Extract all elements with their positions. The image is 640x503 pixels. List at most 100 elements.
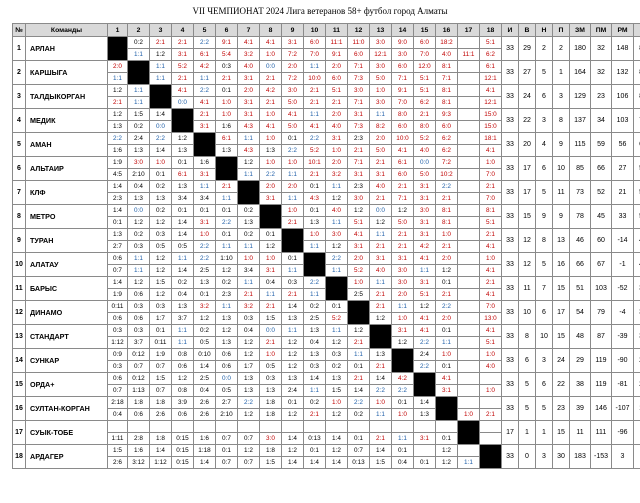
self-match-cell (171, 108, 194, 133)
score-cell: 1:6 (215, 120, 238, 133)
self-match-cell (325, 276, 348, 301)
stat-ЗМ: 54 (569, 300, 591, 325)
score-cell: 1:5 (259, 456, 282, 469)
score-cell: 1:4 (193, 456, 216, 469)
score-cell: 5:1 (413, 72, 436, 85)
score-cell: 4:0 (369, 180, 392, 193)
score-cell: 4:1 (479, 84, 502, 97)
score-cell: 2:0 (281, 180, 304, 193)
score-cell: 7:1 (391, 192, 414, 205)
score-cell: 6:1 (215, 132, 238, 145)
stat-В: 27 (518, 60, 536, 85)
stat-И: 33 (501, 276, 519, 301)
score-cell: 0:1 (193, 204, 216, 217)
score-cell: 5:0 (369, 144, 392, 157)
score-cell: 3:2 (193, 300, 216, 313)
score-cell: 1:7 (149, 312, 172, 325)
score-cell: 2:1 (435, 192, 458, 205)
score-cell (369, 420, 392, 433)
score-cell: 3:1 (435, 384, 458, 397)
score-cell: 5:0 (281, 120, 304, 133)
score-cell: 7:1 (347, 60, 370, 73)
score-cell: 0:8 (171, 348, 194, 361)
score-cell: 1:4 (281, 432, 304, 445)
header-round-10: 10 (303, 23, 326, 37)
stat-ЗМ: 11 (569, 420, 591, 445)
header-round-9: 9 (281, 23, 304, 37)
score-cell: 4:1 (435, 372, 458, 385)
score-cell: 3:1 (237, 72, 260, 85)
score-cell: 2:3 (347, 132, 370, 145)
score-cell: 2:6 (107, 456, 128, 469)
stat-П: 1 (552, 60, 570, 85)
score-cell (457, 144, 480, 157)
stat-РМ: 27 (611, 156, 634, 181)
stat-ПМ: 34 (590, 108, 612, 133)
stat-Н: 6 (535, 300, 553, 325)
score-cell: 3:1 (193, 120, 216, 133)
score-cell: 1:0 (149, 156, 172, 169)
score-cell: 0:0 (369, 204, 392, 217)
stat-РМ: -107 (611, 396, 634, 421)
score-cell: 2:18 (107, 396, 128, 409)
score-cell: 2:1 (303, 96, 326, 109)
score-cell: 4:1 (413, 324, 436, 337)
score-cell: 2:1 (347, 336, 370, 349)
score-cell: 1:2 (281, 408, 304, 421)
team-number: 12 (12, 300, 26, 325)
header-round-14: 14 (391, 23, 414, 37)
score-cell: 2:10 (215, 408, 238, 421)
stat-ПМ: 79 (590, 300, 612, 325)
score-cell: 0:12 (127, 372, 150, 385)
score-cell: 1:2 (435, 264, 458, 277)
self-match-cell (435, 396, 458, 421)
stat-ПМ: -153 (590, 444, 612, 469)
team-number: 5 (12, 132, 26, 157)
score-cell: 1:2 (413, 300, 436, 313)
stat-О: 86 (633, 60, 640, 85)
score-cell: 1:4 (193, 360, 216, 373)
score-cell: 3:0 (369, 60, 392, 73)
score-cell: 2:1 (171, 72, 194, 85)
score-cell: 1:2 (237, 444, 260, 457)
team-row: 12 ДИНАМО 0:11 0:3 0:3 1:3 3:2 1:1 3:2 2:1 1:4 0:2 0… (12, 300, 640, 325)
score-cell: 1:1 (391, 432, 414, 445)
stat-О: 64 (633, 132, 640, 157)
score-cell: 0:7 (347, 444, 370, 457)
score-cell: 1:3 (259, 384, 282, 397)
score-cell: 0:5 (193, 336, 216, 349)
stat-О: 54 (633, 204, 640, 229)
score-cell: 1:18 (193, 444, 216, 457)
stat-О (633, 444, 640, 469)
stat-О: 26 (633, 372, 640, 397)
score-cell: 0:4 (237, 324, 260, 337)
score-cell (457, 396, 480, 409)
score-cell: 1:4 (149, 144, 172, 157)
score-cell: 0:4 (171, 288, 194, 301)
score-cell: 1:6 (193, 432, 216, 445)
score-cell: 0:7 (149, 360, 172, 373)
score-cell: 2:3 (347, 180, 370, 193)
score-cell: 4:0 (479, 360, 502, 373)
stat-РМ: -52 (611, 276, 634, 301)
score-cell: 1:1 (281, 324, 304, 337)
score-cell: 2:1 (259, 96, 282, 109)
score-cell: 2:4 (281, 384, 304, 397)
stat-П: 23 (552, 396, 570, 421)
score-cell: 1:1 (347, 348, 370, 361)
score-cell: 3:1 (391, 252, 414, 265)
score-cell: 2:2 (193, 240, 216, 253)
stat-РМ: -14 (611, 228, 634, 253)
score-cell: 0:3 (107, 360, 128, 373)
score-cell: 0:0 (171, 96, 194, 109)
score-cell: 1:2 (281, 336, 304, 349)
score-cell: 3:1 (413, 216, 436, 229)
team-name: МЕДИК (25, 108, 108, 133)
score-cell: 1:0 (325, 144, 348, 157)
score-cell: 1:2 (325, 408, 348, 421)
score-cell: 3:1 (171, 48, 194, 61)
score-cell: 2:1 (303, 84, 326, 97)
score-cell: 1:3 (259, 144, 282, 157)
score-cell: 1:4 (149, 444, 172, 457)
score-cell: 8:1 (435, 204, 458, 217)
